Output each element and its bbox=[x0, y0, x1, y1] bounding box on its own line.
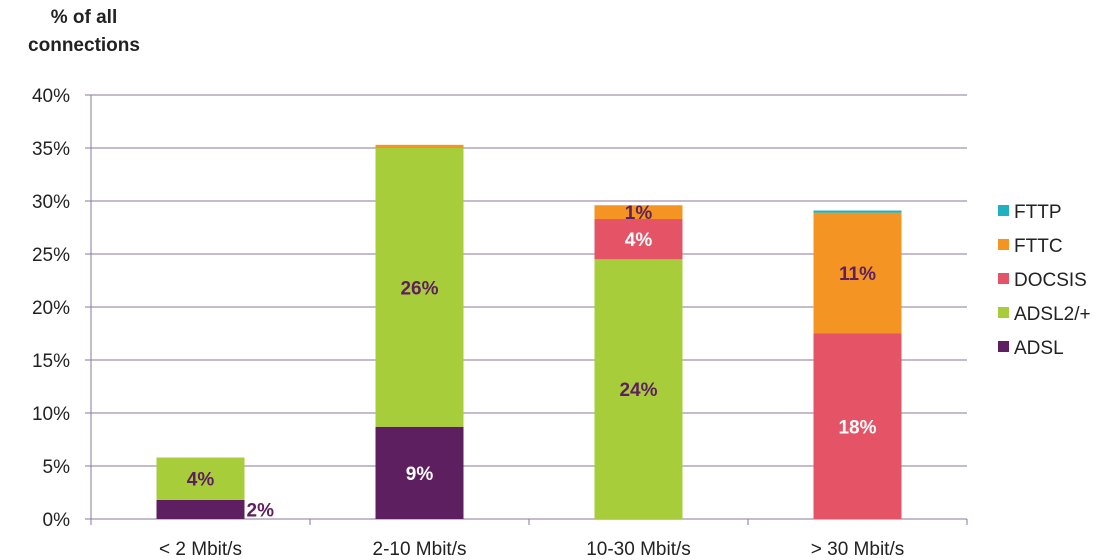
x-tick-label: < 2 Mbit/s bbox=[159, 539, 242, 560]
bar-segment-fttc bbox=[594, 205, 683, 220]
y-tick-label: 0% bbox=[43, 510, 71, 531]
bar-segment-adsl2- bbox=[156, 457, 245, 500]
data-label: 1% bbox=[625, 203, 653, 224]
x-tick-label: > 30 Mbit/s bbox=[811, 539, 904, 560]
data-label: 24% bbox=[619, 380, 657, 401]
y-tick-label: 35% bbox=[32, 139, 70, 160]
data-label: 26% bbox=[400, 278, 438, 299]
x-tick-label: 10-30 Mbit/s bbox=[586, 539, 691, 560]
data-label: 18% bbox=[838, 417, 876, 438]
bar-segment-fttc bbox=[375, 144, 464, 148]
x-tick-label: 2-10 Mbit/s bbox=[373, 539, 467, 560]
bar-segment-adsl2- bbox=[594, 259, 683, 519]
data-label: 4% bbox=[625, 230, 653, 251]
legend-label: ADSL bbox=[1014, 338, 1064, 359]
legend-label: FTTC bbox=[1014, 236, 1063, 257]
legend-swatch bbox=[998, 239, 1009, 250]
data-label: 11% bbox=[839, 264, 876, 285]
legend-swatch bbox=[998, 307, 1009, 318]
y-tick-label: 10% bbox=[32, 404, 70, 425]
data-label: 2% bbox=[247, 500, 275, 521]
y-tick-label: 40% bbox=[32, 86, 70, 107]
data-label: 4% bbox=[187, 470, 215, 491]
bar-segment-docsis bbox=[813, 333, 902, 519]
y-axis-title: % of all connections bbox=[4, 4, 164, 60]
bar-segment-adsl2- bbox=[375, 148, 464, 427]
y-tick-label: 20% bbox=[32, 298, 70, 319]
bar-segment-fttp bbox=[813, 210, 902, 213]
legend-label: DOCSIS bbox=[1014, 270, 1087, 291]
bar-segment-fttc bbox=[813, 212, 902, 334]
y-tick-label: 5% bbox=[43, 457, 71, 478]
bar-segment-adsl bbox=[375, 426, 464, 519]
bar-segment-adsl bbox=[156, 499, 245, 519]
data-label: 9% bbox=[406, 464, 434, 485]
legend-swatch bbox=[998, 341, 1009, 352]
y-tick-label: 30% bbox=[32, 192, 70, 213]
y-axis-title-line-1: % of all bbox=[50, 7, 118, 28]
legend-label: FTTP bbox=[1014, 202, 1062, 223]
legend-swatch bbox=[998, 205, 1009, 216]
y-tick-label: 15% bbox=[32, 351, 70, 372]
legend-swatch bbox=[998, 273, 1009, 284]
y-axis-title-line-2: connections bbox=[28, 35, 140, 56]
bar-segment-docsis bbox=[594, 219, 683, 260]
legend-label: ADSL2/+ bbox=[1014, 304, 1091, 325]
y-tick-label: 25% bbox=[32, 245, 70, 266]
